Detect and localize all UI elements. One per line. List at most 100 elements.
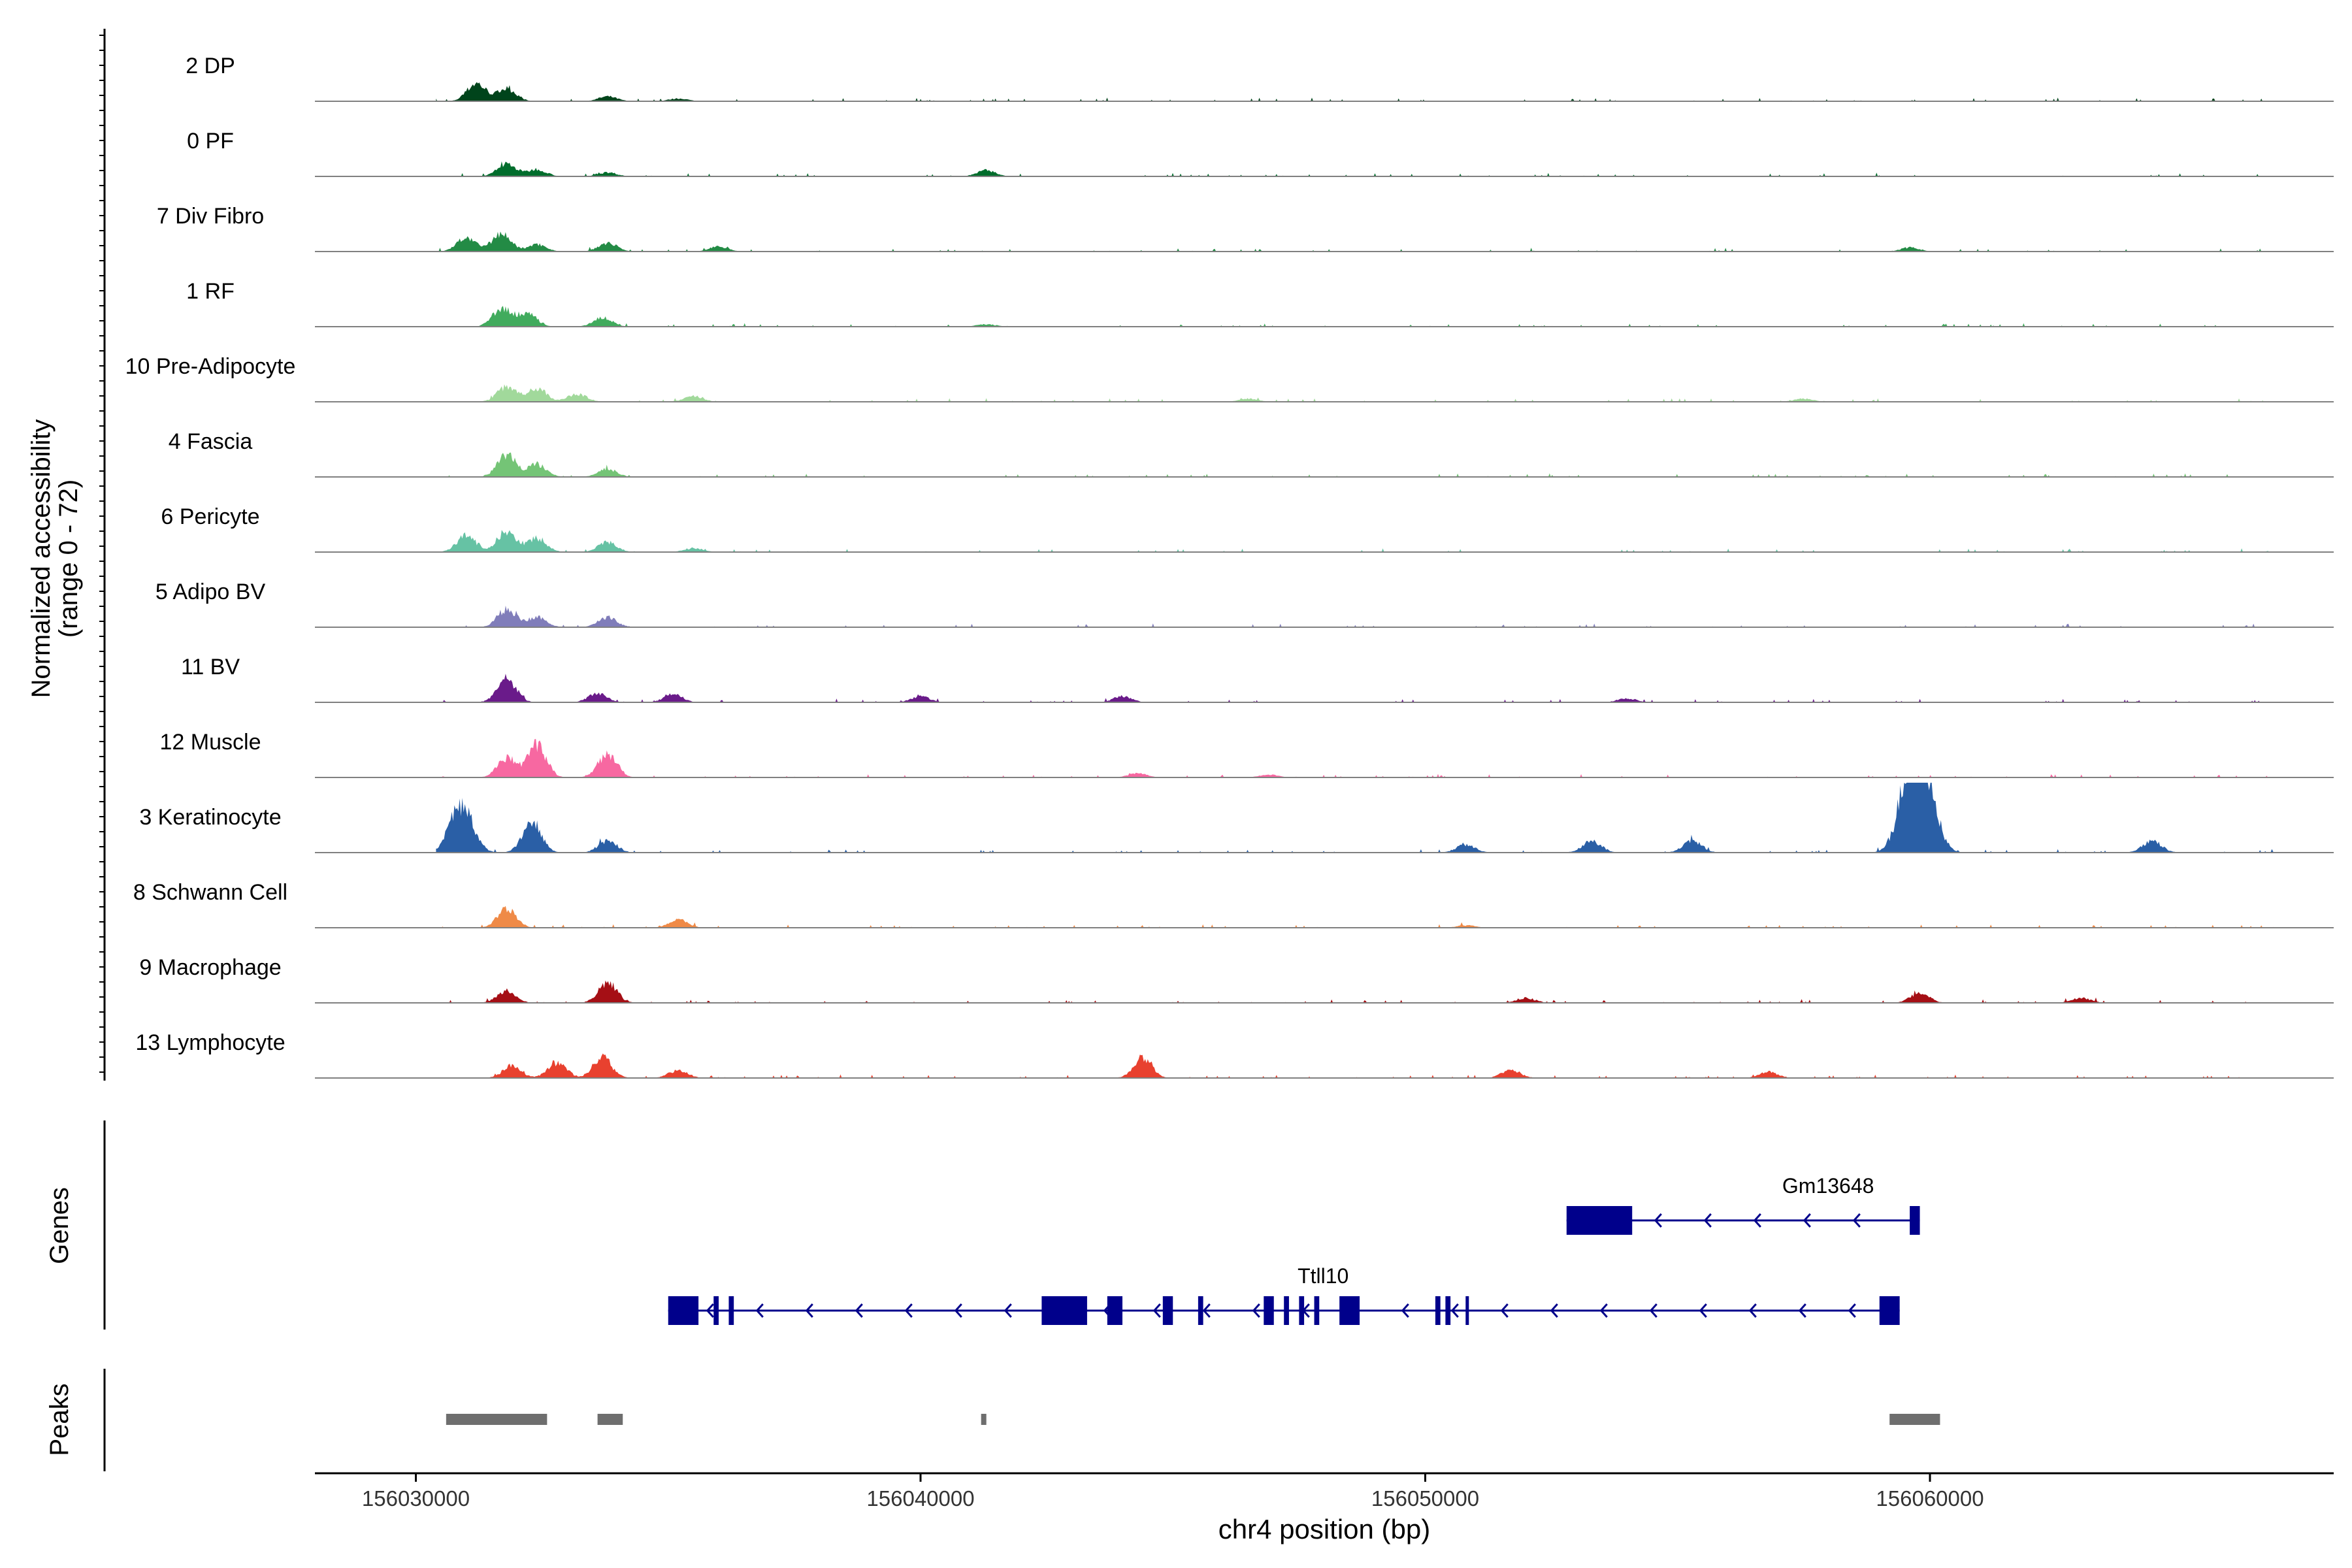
strand-arrow bbox=[1004, 1303, 1012, 1318]
strand-arrow bbox=[1599, 1303, 1608, 1318]
coverage-track: 8 Schwann Cell bbox=[133, 880, 2334, 928]
exon bbox=[1879, 1296, 1900, 1325]
strand-arrow bbox=[1202, 1303, 1211, 1318]
peak-regions bbox=[446, 1414, 1940, 1425]
coverage-track: 3 Keratinocyte bbox=[139, 783, 2334, 853]
strand-arrow bbox=[1252, 1303, 1260, 1318]
coverage-y-ticks bbox=[99, 35, 105, 1073]
track-label: 8 Schwann Cell bbox=[133, 880, 287, 905]
coverage-area bbox=[436, 739, 2274, 777]
coverage-area bbox=[436, 161, 2274, 176]
exon bbox=[1314, 1296, 1320, 1325]
coverage-track: 1 RF bbox=[186, 279, 2334, 327]
coverage-track: 4 Fascia bbox=[169, 429, 2334, 478]
x-axis-ticks: 156030000 156040000 156050000 156060000 bbox=[362, 1473, 1984, 1511]
coverage-track: 6 Pericyte bbox=[161, 504, 2334, 553]
coverage-tracks: 2 DP 0 PF 7 Div Fibro 1 RF 10 Pre-Adipocyte 4… bbox=[125, 54, 2334, 1079]
coverage-area bbox=[436, 606, 2274, 627]
coverage-track: 13 Lymphocyte bbox=[135, 1030, 2334, 1079]
strand-arrow bbox=[1703, 1213, 1712, 1228]
strand-arrow bbox=[1798, 1303, 1806, 1318]
peak-region bbox=[446, 1414, 547, 1425]
strand-arrow bbox=[1852, 1213, 1861, 1228]
coverage-area bbox=[436, 980, 2274, 1003]
coverage-area bbox=[436, 1053, 2274, 1078]
gene-annotations: Gm13648 Ttll10 bbox=[668, 1174, 1920, 1325]
coverage-area bbox=[436, 231, 2274, 252]
coverage-track: 9 Macrophage bbox=[139, 955, 2334, 1004]
coverage-track: 12 Muscle bbox=[160, 730, 2334, 778]
coverage-track: 10 Pre-Adipocyte bbox=[125, 354, 2334, 402]
track-label: 1 RF bbox=[186, 279, 235, 304]
x-tick-label: 156030000 bbox=[362, 1486, 470, 1511]
y-axis-range: (range 0 - 72) bbox=[54, 480, 83, 638]
track-label: 6 Pericyte bbox=[161, 504, 259, 529]
strand-arrow bbox=[904, 1303, 913, 1318]
genes-panel-label: Genes bbox=[45, 1187, 74, 1264]
strand-arrow bbox=[755, 1303, 764, 1318]
exon bbox=[1198, 1296, 1203, 1325]
peaks-panel-label: Peaks bbox=[45, 1383, 74, 1456]
exon bbox=[1264, 1296, 1274, 1325]
exon bbox=[1339, 1296, 1360, 1325]
gene-model: Ttll10 bbox=[668, 1264, 1900, 1325]
strand-arrow bbox=[1803, 1213, 1811, 1228]
track-label: 11 BV bbox=[181, 655, 240, 679]
track-label: 2 DP bbox=[186, 54, 235, 78]
exon bbox=[1445, 1296, 1451, 1325]
exon bbox=[1284, 1296, 1289, 1325]
strand-arrow bbox=[1450, 1303, 1459, 1318]
strand-arrow bbox=[1550, 1303, 1558, 1318]
strand-arrow bbox=[1699, 1303, 1707, 1318]
x-axis-title: chr4 position (bp) bbox=[1218, 1514, 1431, 1544]
coverage-track: 11 BV bbox=[181, 655, 2334, 703]
coverage-area bbox=[436, 783, 2274, 853]
coverage-area bbox=[436, 530, 2274, 552]
track-label: 13 Lymphocyte bbox=[135, 1030, 285, 1055]
exon bbox=[713, 1296, 719, 1325]
coverage-area bbox=[436, 452, 2274, 477]
coverage-track: 7 Div Fibro bbox=[157, 204, 2334, 252]
y-axis-title: Normalized accessibility bbox=[27, 419, 56, 698]
exon bbox=[1041, 1296, 1087, 1325]
strand-arrow bbox=[954, 1303, 962, 1318]
coverage-area bbox=[436, 82, 2274, 101]
track-label: 7 Div Fibro bbox=[157, 204, 264, 229]
exon bbox=[728, 1296, 734, 1325]
strand-arrow bbox=[1753, 1213, 1761, 1228]
coverage-area bbox=[436, 674, 2274, 702]
gene-name: Gm13648 bbox=[1782, 1174, 1874, 1198]
strand-arrow bbox=[1500, 1303, 1509, 1318]
track-label: 10 Pre-Adipocyte bbox=[125, 354, 296, 379]
coverage-track: 5 Adipo BV bbox=[155, 580, 2334, 628]
track-label: 3 Keratinocyte bbox=[139, 805, 281, 830]
gene-model: Gm13648 bbox=[1566, 1174, 1920, 1235]
strand-arrow bbox=[706, 1303, 714, 1318]
exon bbox=[1299, 1296, 1305, 1325]
peak-region bbox=[597, 1414, 623, 1425]
coverage-area bbox=[436, 306, 2274, 327]
exon bbox=[1465, 1296, 1469, 1325]
exon bbox=[1162, 1296, 1173, 1325]
strand-arrow bbox=[1401, 1303, 1409, 1318]
track-label: 5 Adipo BV bbox=[155, 580, 266, 604]
track-label: 4 Fascia bbox=[169, 429, 253, 454]
coverage-area bbox=[436, 906, 2274, 928]
gene-name: Ttll10 bbox=[1298, 1264, 1348, 1288]
peak-region bbox=[1889, 1414, 1940, 1425]
track-label: 0 PF bbox=[187, 129, 234, 154]
x-tick-label: 156060000 bbox=[1876, 1486, 1984, 1511]
exon bbox=[1435, 1296, 1441, 1325]
x-tick-label: 156040000 bbox=[866, 1486, 974, 1511]
exon bbox=[668, 1296, 699, 1325]
strand-arrow bbox=[1748, 1303, 1757, 1318]
strand-arrow bbox=[1654, 1213, 1662, 1228]
peak-region bbox=[981, 1414, 987, 1425]
track-label: 9 Macrophage bbox=[139, 955, 281, 980]
strand-arrow bbox=[1152, 1303, 1161, 1318]
strand-arrow bbox=[1848, 1303, 1856, 1318]
exon bbox=[1566, 1206, 1633, 1235]
coverage-track: 2 DP bbox=[186, 54, 2334, 102]
coverage-area bbox=[436, 384, 2274, 402]
